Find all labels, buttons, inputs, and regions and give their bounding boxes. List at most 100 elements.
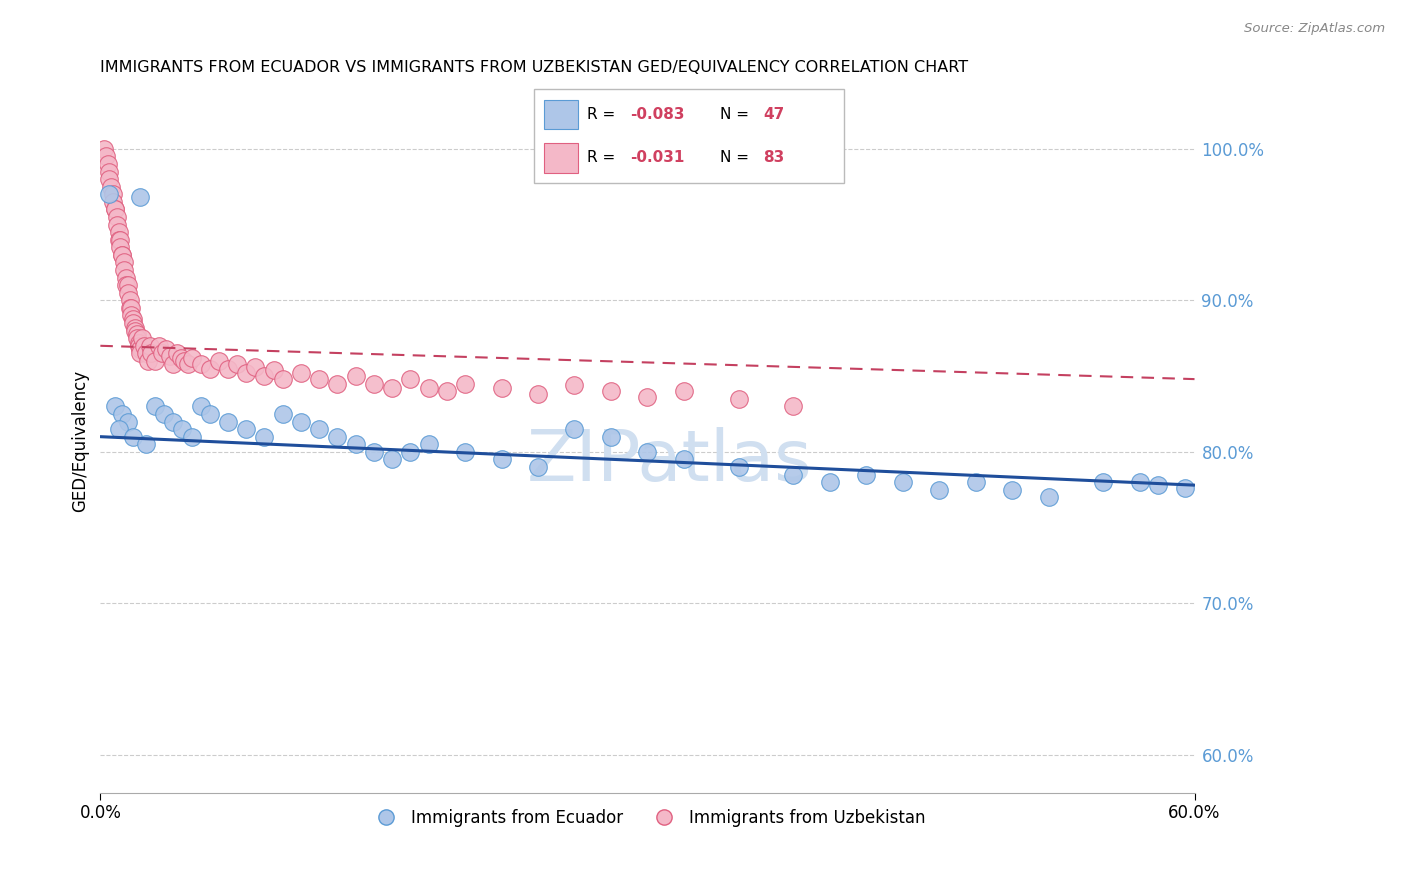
Point <box>107 422 129 436</box>
Point <box>491 381 513 395</box>
Point <box>104 400 127 414</box>
Point <box>169 351 191 365</box>
Point <box>965 475 987 489</box>
Point <box>564 422 586 436</box>
Point <box>141 346 163 360</box>
Point <box>436 384 458 399</box>
Point <box>128 339 150 353</box>
Point <box>928 483 950 497</box>
Point <box>1174 481 1197 495</box>
Point <box>120 309 142 323</box>
Point <box>122 430 145 444</box>
Point <box>104 202 127 217</box>
Point <box>217 361 239 376</box>
Point <box>326 430 349 444</box>
FancyBboxPatch shape <box>534 89 844 183</box>
Point <box>190 357 212 371</box>
Point <box>527 460 550 475</box>
Point <box>98 187 121 202</box>
Point <box>245 359 267 374</box>
Point <box>344 369 367 384</box>
Point <box>1092 475 1115 489</box>
Point <box>1001 483 1024 497</box>
Point <box>235 422 257 436</box>
Point <box>217 415 239 429</box>
Point <box>190 400 212 414</box>
Point <box>418 381 440 395</box>
Point <box>115 278 138 293</box>
Point <box>363 376 385 391</box>
Point <box>131 331 153 345</box>
Point <box>782 467 804 482</box>
Point <box>128 335 150 350</box>
Point <box>135 346 157 360</box>
Point <box>107 233 129 247</box>
Point <box>180 351 202 365</box>
Point <box>107 225 129 239</box>
Point <box>100 179 122 194</box>
Point <box>727 392 749 406</box>
Point <box>564 378 586 392</box>
Point <box>418 437 440 451</box>
Point <box>143 354 166 368</box>
Point <box>672 452 695 467</box>
Point <box>129 346 152 360</box>
Point <box>290 366 312 380</box>
Point <box>125 326 148 341</box>
Point <box>636 390 658 404</box>
Point <box>129 190 152 204</box>
Point <box>162 415 184 429</box>
Text: -0.031: -0.031 <box>630 150 685 165</box>
Point <box>111 248 134 262</box>
Point <box>136 354 159 368</box>
Point <box>111 407 134 421</box>
Point <box>235 366 257 380</box>
Point <box>94 149 117 163</box>
Point <box>111 248 134 262</box>
Point <box>271 372 294 386</box>
Point <box>105 210 128 224</box>
Point <box>122 311 145 326</box>
Point <box>159 350 181 364</box>
Point <box>101 194 124 209</box>
Point <box>363 445 385 459</box>
Point <box>172 422 194 436</box>
Point <box>153 407 176 421</box>
Point <box>1129 475 1152 489</box>
Point <box>818 475 841 489</box>
Point <box>290 415 312 429</box>
Point <box>110 240 132 254</box>
Point <box>112 263 135 277</box>
Point <box>226 357 249 371</box>
Point <box>155 342 177 356</box>
Point <box>143 400 166 414</box>
Point <box>600 384 623 399</box>
Point <box>855 467 877 482</box>
Point <box>271 407 294 421</box>
Point <box>162 357 184 371</box>
Y-axis label: GED/Equivalency: GED/Equivalency <box>72 369 89 511</box>
Point <box>454 445 477 459</box>
Point <box>104 202 127 217</box>
Point <box>138 339 160 353</box>
Text: N =: N = <box>720 107 754 122</box>
Point <box>727 460 749 475</box>
Point <box>600 430 623 444</box>
Text: 83: 83 <box>763 150 785 165</box>
Point <box>381 452 404 467</box>
Text: -0.083: -0.083 <box>630 107 685 122</box>
Point <box>112 255 135 269</box>
Point <box>124 324 146 338</box>
Point <box>782 400 804 414</box>
Point <box>129 342 152 356</box>
Point <box>122 316 145 330</box>
Text: 47: 47 <box>763 107 785 122</box>
Point <box>326 376 349 391</box>
Point <box>117 285 139 300</box>
Point <box>891 475 914 489</box>
Point <box>93 142 115 156</box>
Point <box>101 187 124 202</box>
Point <box>117 278 139 293</box>
Point <box>381 381 404 395</box>
Point <box>97 157 120 171</box>
